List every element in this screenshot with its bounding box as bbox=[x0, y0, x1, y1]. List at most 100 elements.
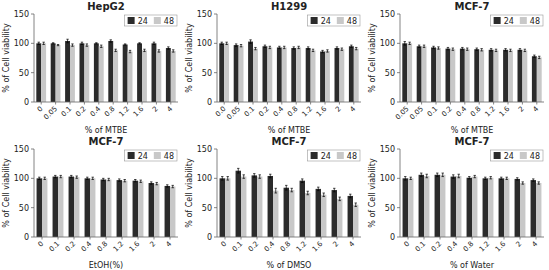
error-bar bbox=[495, 49, 497, 51]
bar bbox=[51, 43, 56, 102]
legend-label: 48 bbox=[164, 152, 174, 161]
error-line bbox=[168, 47, 169, 49]
x-tick bbox=[84, 102, 85, 105]
bar bbox=[239, 46, 244, 102]
x-tick bbox=[273, 237, 274, 240]
error-line bbox=[53, 43, 54, 44]
error-cap bbox=[100, 45, 102, 46]
legend-label: 24 bbox=[504, 17, 514, 26]
error-bar bbox=[522, 182, 524, 184]
bar bbox=[305, 193, 310, 237]
error-cap bbox=[227, 176, 229, 177]
legend-label: 48 bbox=[347, 17, 357, 26]
bar bbox=[446, 49, 451, 102]
legend-swatch bbox=[311, 152, 318, 159]
x-tick bbox=[154, 237, 155, 240]
y-tick-label: 0 bbox=[207, 233, 212, 242]
bar bbox=[320, 52, 325, 102]
error-bar bbox=[293, 47, 295, 49]
x-tick-label: 0 bbox=[220, 240, 229, 249]
error-line bbox=[222, 177, 223, 181]
x-tick-label: 0.2 bbox=[74, 105, 88, 119]
x-tick-label: 0 bbox=[403, 240, 412, 249]
x-tick bbox=[41, 102, 42, 105]
y-tick bbox=[214, 178, 217, 179]
y-tick bbox=[397, 14, 400, 15]
bar bbox=[424, 176, 429, 237]
error-bar bbox=[436, 173, 438, 177]
x-tick bbox=[456, 237, 457, 240]
y-tick bbox=[31, 207, 34, 208]
error-line bbox=[173, 50, 174, 52]
error-cap bbox=[355, 47, 357, 48]
error-cap bbox=[249, 39, 251, 40]
error-line bbox=[38, 42, 39, 44]
bar bbox=[101, 180, 106, 237]
legend-label: 24 bbox=[138, 17, 148, 26]
error-bar bbox=[476, 48, 478, 50]
error-cap bbox=[293, 46, 295, 47]
bar bbox=[128, 52, 133, 102]
error-bar bbox=[110, 40, 112, 42]
bar bbox=[123, 45, 128, 102]
x-tick bbox=[464, 102, 465, 105]
x-tick-label: 4 bbox=[348, 239, 357, 248]
bar bbox=[252, 175, 257, 237]
x-tick bbox=[353, 102, 354, 105]
error-line bbox=[351, 45, 352, 47]
x-tick bbox=[520, 237, 521, 240]
error-bar bbox=[432, 46, 434, 48]
error-bar bbox=[269, 174, 271, 178]
error-cap bbox=[66, 39, 68, 40]
bar bbox=[142, 50, 147, 102]
error-cap bbox=[70, 177, 72, 178]
y-tick-label: 50 bbox=[385, 204, 395, 213]
bar bbox=[90, 178, 95, 237]
error-cap bbox=[474, 177, 476, 178]
error-line bbox=[144, 49, 145, 51]
error-line bbox=[238, 168, 239, 173]
error-line bbox=[259, 175, 260, 179]
error-cap bbox=[249, 43, 251, 44]
error-line bbox=[442, 173, 443, 177]
error-cap bbox=[538, 56, 540, 57]
x-tick-label: 2 bbox=[517, 105, 526, 114]
error-bar bbox=[307, 47, 309, 49]
y-tick bbox=[31, 14, 34, 15]
error-line bbox=[124, 180, 125, 182]
bar bbox=[472, 177, 477, 237]
x-tick-label: 1.2 bbox=[117, 105, 131, 119]
legend-label: 48 bbox=[530, 17, 540, 26]
x-tick bbox=[325, 102, 326, 105]
error-cap bbox=[269, 174, 271, 175]
bar bbox=[65, 41, 70, 102]
x-tick-label: 0.2 bbox=[440, 105, 454, 119]
x-tick-label: 0.8 bbox=[462, 240, 476, 254]
error-line bbox=[517, 178, 518, 180]
error-cap bbox=[484, 177, 486, 178]
error-line bbox=[538, 182, 539, 184]
x-tick bbox=[122, 237, 123, 240]
error-bar bbox=[321, 50, 323, 52]
y-tick bbox=[31, 102, 34, 103]
error-line bbox=[355, 203, 356, 207]
error-bar bbox=[538, 56, 540, 58]
error-line bbox=[236, 44, 237, 46]
error-cap bbox=[490, 178, 492, 179]
error-bar bbox=[254, 47, 256, 49]
error-bar bbox=[509, 49, 511, 51]
x-tick bbox=[170, 102, 171, 105]
y-tick-label: 150 bbox=[380, 10, 395, 19]
legend-swatch bbox=[520, 17, 527, 24]
bar bbox=[518, 50, 523, 102]
error-cap bbox=[114, 49, 116, 50]
error-bar bbox=[317, 187, 319, 191]
x-tick-label: 0.8 bbox=[279, 240, 293, 254]
y-axis bbox=[217, 14, 218, 102]
x-tick-label: 0.8 bbox=[286, 105, 300, 119]
error-cap bbox=[533, 57, 535, 58]
error-bar bbox=[253, 174, 255, 178]
plot-area bbox=[219, 40, 358, 102]
error-bar bbox=[307, 191, 309, 195]
error-cap bbox=[124, 181, 126, 182]
